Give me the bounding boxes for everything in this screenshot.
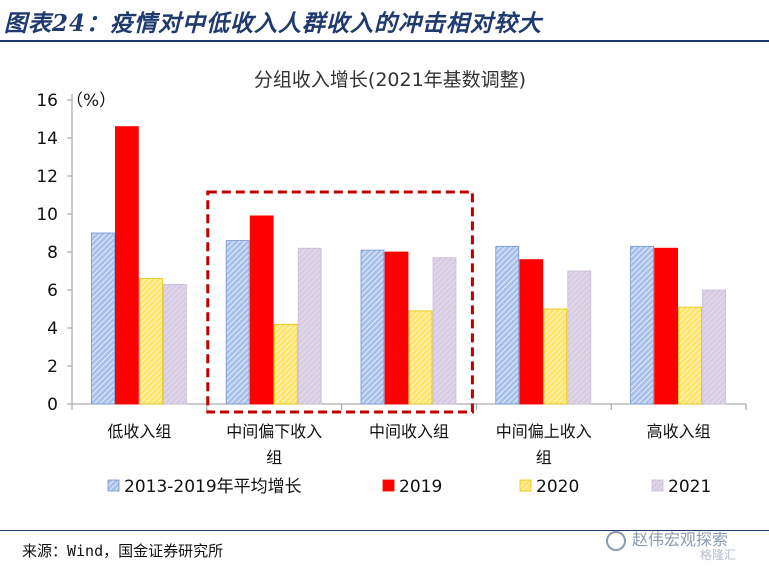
y-tick-label: 14 <box>36 129 58 149</box>
y-tick-label: 8 <box>47 243 58 263</box>
legend-swatch <box>519 479 532 492</box>
bar <box>115 126 139 405</box>
watermark-text: 赵伟宏观探索 <box>632 530 729 549</box>
bar <box>225 240 250 405</box>
bar <box>273 323 298 405</box>
legend-swatch <box>107 479 120 492</box>
legend-label: 2020 <box>536 477 579 497</box>
bar <box>702 289 726 405</box>
bar <box>138 278 163 405</box>
legend-swatch <box>651 479 664 492</box>
title-rule <box>0 40 769 42</box>
bar <box>408 310 433 405</box>
bar <box>543 308 568 405</box>
y-axis-unit: （%） <box>66 91 116 111</box>
bar <box>678 306 702 405</box>
watermark: 赵伟宏观探索 <box>606 526 728 551</box>
bar-chart: 分组收入增长(2021年基数调整) （%） 0 2 4 6 8 10 12 14 16 低收入组… <box>36 69 747 497</box>
y-tick-label: 2 <box>47 357 58 377</box>
y-tick-label: 4 <box>47 319 58 339</box>
chart-title: 分组收入增长(2021年基数调整) <box>254 69 526 91</box>
legend-swatch <box>382 479 395 492</box>
legend-label: 2013-2019年平均增长 <box>124 477 302 497</box>
bar <box>654 247 678 405</box>
bar <box>432 257 457 405</box>
bar <box>495 245 520 405</box>
category-label: 中间收入组 <box>369 422 449 441</box>
category-label: 组 <box>536 448 552 467</box>
bar <box>297 247 322 405</box>
y-tick-label: 16 <box>36 91 58 111</box>
category-label: 中间偏上收入 <box>496 422 592 441</box>
category-label: 高收入组 <box>647 422 711 441</box>
legend: 2013-2019年平均增长 2019 2020 2021 <box>107 477 711 497</box>
wechat-icon <box>606 530 626 551</box>
category-label: 低收入组 <box>107 422 171 441</box>
bar <box>249 215 274 405</box>
bar <box>162 283 187 405</box>
bar <box>91 232 115 405</box>
bar <box>360 249 385 405</box>
category-label: 组 <box>266 448 282 467</box>
bars <box>91 126 726 405</box>
legend-label: 2021 <box>668 477 711 497</box>
y-tick-label: 10 <box>36 205 58 225</box>
tick-labels: 0 2 4 6 8 10 12 14 16 <box>36 91 58 415</box>
y-tick-label: 0 <box>47 395 58 415</box>
y-tick-label: 12 <box>36 167 58 187</box>
bar <box>630 245 654 405</box>
bar <box>519 259 544 405</box>
watermark-sub: 格隆汇 <box>700 548 737 562</box>
source-note: 来源：Wind，国金证券研究所 <box>22 542 224 560</box>
figure-title: 图表24：疫情对中低收入人群收入的冲击相对较大 <box>4 10 543 37</box>
legend-label: 2019 <box>399 477 442 497</box>
bar <box>384 251 409 405</box>
highlight-rect <box>206 190 474 414</box>
highlight-box <box>206 190 474 414</box>
source-rule <box>0 530 769 531</box>
category-label: 中间偏下收入 <box>226 422 322 441</box>
y-tick-label: 6 <box>47 281 58 301</box>
bar <box>567 270 592 405</box>
